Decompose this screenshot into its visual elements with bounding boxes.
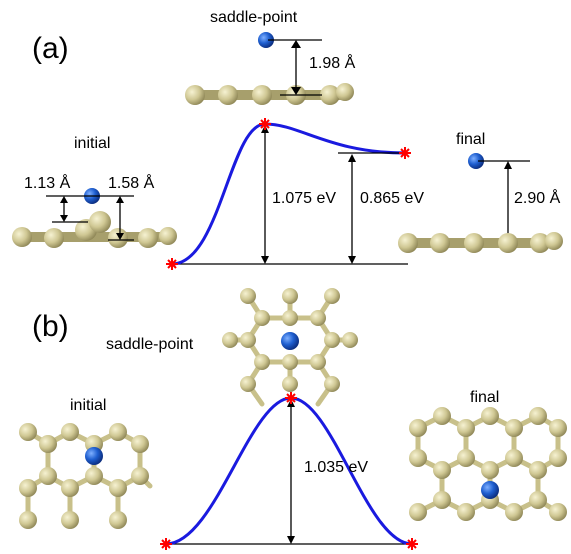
panel-a-letter: (a) bbox=[32, 32, 69, 65]
panel-a: (a) saddle-point 1.98 Å initial bbox=[12, 9, 563, 270]
energy-curve-b bbox=[165, 396, 413, 546]
initial-label-b: initial bbox=[70, 397, 106, 414]
adatom-initial-b bbox=[85, 447, 103, 465]
adatom-final-a bbox=[468, 153, 484, 169]
panel-b-letter: (b) bbox=[32, 310, 69, 343]
adatom-final-b bbox=[481, 481, 499, 499]
barrier-value-b: 1.035 eV bbox=[304, 459, 368, 476]
adatom-saddle-a bbox=[258, 32, 274, 48]
star-marker-final-b bbox=[406, 538, 418, 550]
adatom-saddle-b bbox=[281, 332, 299, 350]
star-marker-saddle-b bbox=[285, 392, 297, 404]
carbon-atoms-final-b bbox=[409, 407, 567, 521]
barrier-value-a: 1.075 eV bbox=[272, 190, 336, 207]
graphene-sheet-final-a bbox=[398, 232, 563, 253]
final-label-a: final bbox=[456, 131, 485, 148]
final-label-b: final bbox=[470, 389, 499, 406]
carbon-atoms-initial-b bbox=[19, 423, 149, 529]
star-marker-initial-a bbox=[166, 258, 178, 270]
initial-label-a: initial bbox=[74, 135, 110, 152]
graphene-sheet-saddle-a bbox=[185, 83, 354, 105]
initial-distance-right-a: 1.58 Å bbox=[108, 173, 155, 192]
saddle-point-label-b: saddle-point bbox=[106, 336, 194, 353]
panel-b: (b) saddle-point initial bbox=[19, 288, 567, 550]
initial-distance-left-a: 1.13 Å bbox=[24, 173, 71, 192]
star-marker-final-a bbox=[399, 147, 411, 159]
star-marker-initial-b bbox=[160, 538, 172, 550]
graphene-sheet-initial-a bbox=[12, 211, 177, 248]
final-distance-a: 2.90 Å bbox=[514, 188, 561, 207]
carbon-atoms-saddle-b bbox=[222, 288, 358, 392]
saddle-distance-a: 1.98 Å bbox=[309, 53, 356, 72]
energy-diff-value-a: 0.865 eV bbox=[360, 190, 424, 207]
star-marker-saddle-a bbox=[259, 118, 271, 130]
saddle-point-label-a: saddle-point bbox=[210, 9, 298, 26]
